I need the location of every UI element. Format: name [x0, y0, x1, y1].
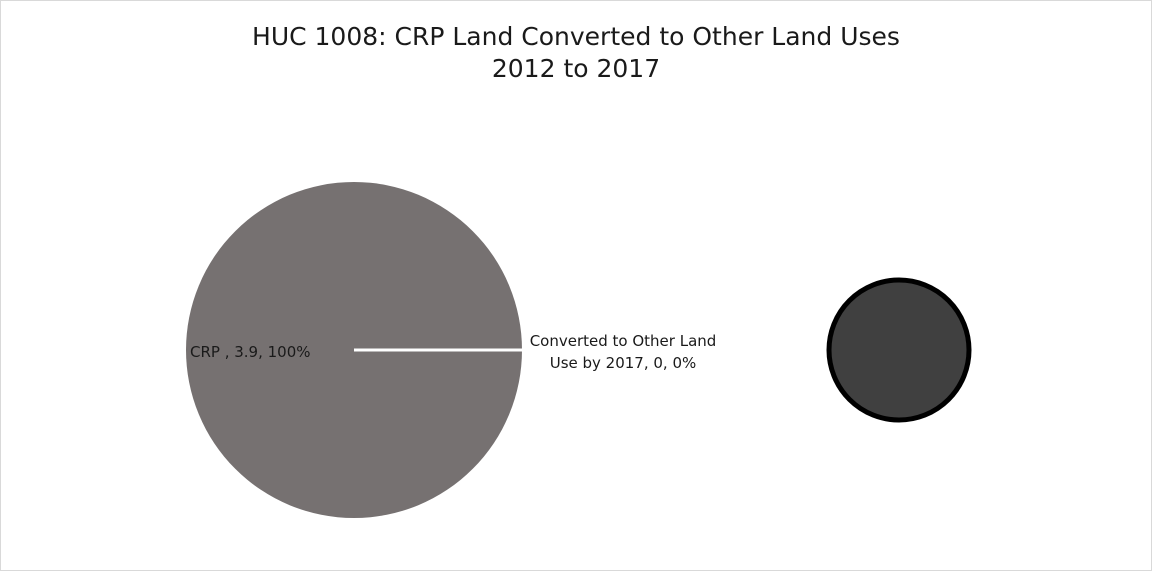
data-label-converted-line1: Converted to Other Land — [529, 332, 717, 350]
chart-subtitle: 2012 to 2017 — [491, 54, 661, 83]
pie-slice-converted — [826, 277, 972, 423]
data-label-converted: Converted to Other Land Use by 2017, 0, … — [523, 330, 723, 374]
chart-title-line1: HUC 1008: CRP Land Converted to Other La… — [252, 22, 900, 51]
data-label-converted-line2: Use by 2017, 0, 0% — [549, 354, 697, 372]
chart-title: HUC 1008: CRP Land Converted to Other La… — [1, 21, 1151, 85]
data-label-crp: CRP , 3.9, 100% — [190, 343, 311, 361]
